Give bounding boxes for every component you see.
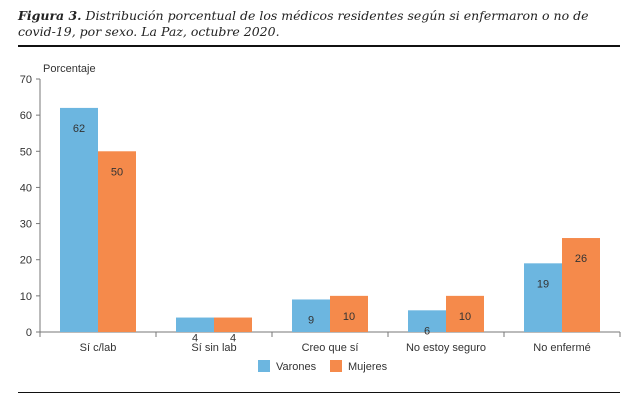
y-tick-label: 20 [20, 255, 32, 267]
data-label: 10 [459, 311, 471, 323]
y-tick-label: 0 [26, 327, 32, 339]
bar-varones-3 [292, 299, 330, 332]
data-label: 4 [192, 333, 198, 345]
data-label: 50 [111, 166, 123, 178]
legend-swatch-mujeres [330, 360, 342, 372]
data-label: 26 [575, 253, 587, 265]
y-tick-label: 60 [20, 110, 32, 122]
data-label: 4 [230, 333, 236, 345]
y-tick-label: 30 [20, 219, 32, 231]
bar-mujeres-2 [214, 317, 252, 332]
bottom-rule [18, 392, 620, 394]
data-label: 19 [537, 278, 549, 290]
figure-caption-text: Distribución porcentual de los médicos r… [18, 8, 589, 39]
bar-varones-2 [176, 317, 214, 332]
caption-rule [18, 45, 620, 47]
legend-label: Mujeres [348, 361, 388, 373]
bar-mujeres-3 [330, 295, 368, 332]
bar-varones-4 [408, 310, 446, 332]
x-tick-label: Creo que sí [302, 342, 359, 354]
data-label: 62 [73, 123, 85, 135]
data-label: 10 [343, 311, 355, 323]
y-tick-label: 10 [20, 291, 32, 303]
y-tick-label: 40 [20, 182, 32, 194]
y-tick-label: 50 [20, 146, 32, 158]
figure-caption: Figura 3. Distribución porcentual de los… [18, 8, 618, 40]
data-label: 6 [424, 325, 430, 337]
x-tick-label: No enfermé [533, 342, 590, 354]
bar-mujeres-4 [446, 295, 484, 332]
x-tick-label: Sí sin lab [191, 342, 236, 354]
x-tick-label: No estoy seguro [406, 342, 486, 354]
bar-varones-1 [60, 107, 98, 333]
bar-mujeres-1 [98, 151, 136, 332]
bar-varones-5 [524, 263, 562, 332]
y-axis-label: Porcentaje [43, 63, 96, 75]
legend-swatch-varones [258, 360, 270, 372]
x-tick-label: Sí c/lab [80, 342, 117, 354]
y-tick-label: 70 [20, 74, 32, 86]
bar-mujeres-5 [562, 238, 600, 332]
data-label: 9 [308, 314, 314, 326]
legend-label: Varones [276, 361, 317, 373]
figure-label: Figura 3. [18, 8, 82, 23]
